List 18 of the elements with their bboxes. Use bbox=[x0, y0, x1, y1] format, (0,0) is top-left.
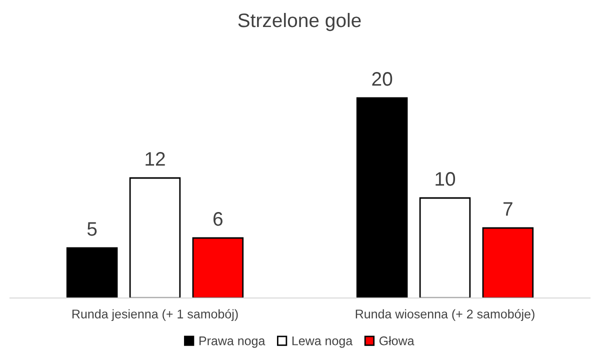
bar bbox=[356, 97, 408, 298]
bar bbox=[419, 197, 471, 298]
data-label: 12 bbox=[146, 152, 165, 166]
data-label: 10 bbox=[436, 172, 456, 186]
bar bbox=[482, 227, 534, 298]
legend-label: Lewa noga bbox=[292, 336, 353, 348]
data-label: 7 bbox=[504, 202, 512, 216]
bar bbox=[129, 177, 181, 298]
bar bbox=[66, 247, 118, 298]
legend-label: Głowa bbox=[379, 336, 414, 346]
bar bbox=[192, 237, 244, 298]
chart-title: Strzelone gole bbox=[238, 12, 361, 32]
x-tick-label: Runda wiosenna (+ 2 samobóje) bbox=[356, 309, 534, 321]
data-label: 5 bbox=[87, 222, 97, 236]
data-label: 6 bbox=[214, 212, 222, 226]
legend-label: Prawa noga bbox=[200, 336, 266, 348]
x-tick-label: Runda jesienna (+ 1 samobój) bbox=[72, 309, 238, 321]
data-label: 20 bbox=[372, 72, 392, 86]
